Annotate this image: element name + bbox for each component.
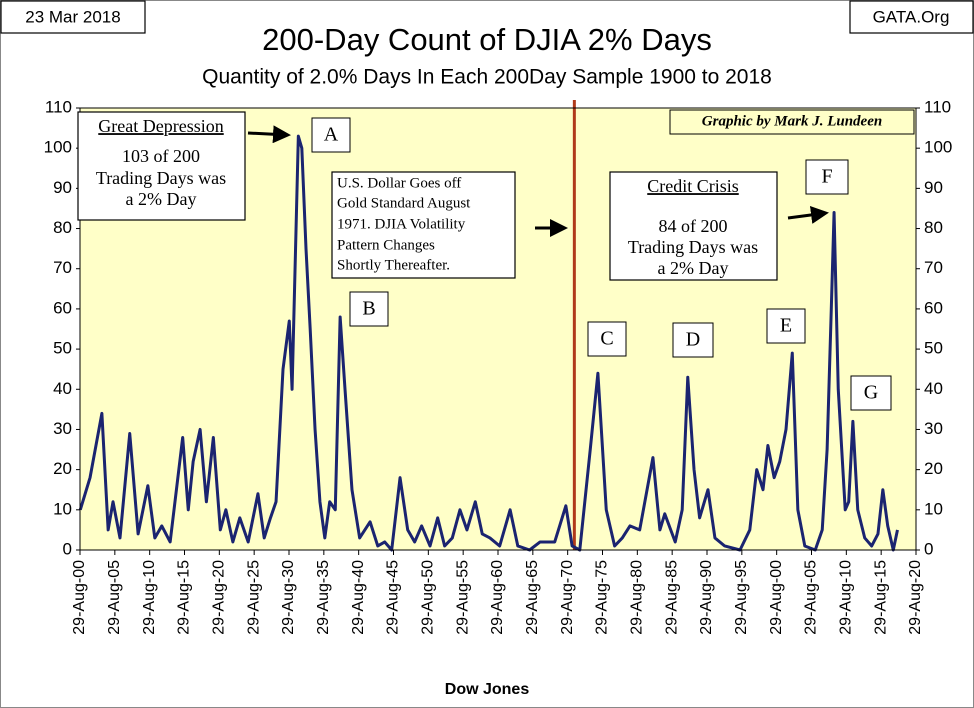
note-line: a 2% Day bbox=[126, 189, 197, 209]
x-tick-label: 29-Aug-90 bbox=[698, 560, 715, 635]
x-tick-label: 29-Aug-60 bbox=[489, 560, 506, 635]
y2-tick-label: 20 bbox=[924, 459, 943, 478]
y-tick-label: 70 bbox=[53, 258, 72, 277]
y-tick-label: 100 bbox=[44, 138, 72, 157]
x-tick-label: 29-Aug-75 bbox=[594, 560, 611, 635]
event-label: E bbox=[780, 315, 792, 337]
credit-box bbox=[669, 109, 915, 135]
x-tick-label: 29-Aug-70 bbox=[559, 560, 576, 635]
y2-tick-label: 30 bbox=[924, 419, 943, 438]
x-tick-label: 29-Aug-05 bbox=[106, 560, 123, 635]
note-heading: Credit Crisis bbox=[647, 176, 739, 196]
x-tick-label: 29-Aug-20 bbox=[907, 560, 924, 635]
y-tick-label: 110 bbox=[45, 97, 72, 116]
note-line: Gold Standard August bbox=[337, 195, 471, 211]
y-tick-label: 90 bbox=[53, 178, 72, 197]
y-tick-label: 10 bbox=[53, 499, 72, 518]
label-box bbox=[672, 322, 714, 358]
x-tick-label: 29-Aug-15 bbox=[176, 560, 193, 635]
event-label: A bbox=[324, 124, 339, 146]
plot-border bbox=[79, 107, 917, 551]
source-box bbox=[849, 0, 974, 34]
x-tick-label: 29-Aug-30 bbox=[280, 560, 297, 635]
note-line: Trading Days was bbox=[628, 237, 758, 257]
chart-subtitle: Quantity of 2.0% Days In Each 200Day Sam… bbox=[202, 66, 772, 89]
y2-tick-label: 0 bbox=[924, 539, 933, 558]
arrow bbox=[247, 125, 291, 144]
y-tick-label: 80 bbox=[53, 218, 72, 237]
source: GATA.Org bbox=[873, 7, 950, 26]
x-tick-label: 29-Aug-00 bbox=[768, 560, 785, 635]
event-label: F bbox=[821, 166, 832, 188]
event-label: C bbox=[600, 328, 613, 350]
note-line: Shortly Thereafter. bbox=[337, 257, 450, 273]
x-tick-label: 29-Aug-95 bbox=[733, 560, 750, 635]
note-heading: Great Depression bbox=[98, 116, 223, 136]
date-box bbox=[0, 0, 146, 34]
label-box bbox=[850, 375, 892, 411]
note-box bbox=[609, 171, 778, 281]
x-tick-label: 29-Aug-05 bbox=[803, 560, 820, 635]
label-box bbox=[587, 321, 627, 357]
y2-tick-label: 70 bbox=[924, 258, 943, 277]
chart-title: 200-Day Count of DJIA 2% Days bbox=[262, 22, 712, 57]
y2-tick-label: 50 bbox=[924, 339, 943, 358]
x-axis-title: Dow Jones bbox=[445, 681, 530, 698]
y2-tick-label: 80 bbox=[924, 218, 943, 237]
note-line: Trading Days was bbox=[96, 168, 226, 188]
event-label: D bbox=[686, 329, 700, 351]
y-tick-label: 30 bbox=[53, 419, 72, 438]
note-line: 1971. DJIA Volatility bbox=[337, 216, 466, 232]
x-tick-label: 29-Aug-85 bbox=[663, 560, 680, 635]
x-tick-label: 29-Aug-65 bbox=[524, 560, 541, 635]
x-tick-label: 29-Aug-00 bbox=[71, 560, 88, 635]
note-line: U.S. Dollar Goes off bbox=[337, 175, 461, 191]
x-tick-label: 29-Aug-55 bbox=[454, 560, 471, 635]
note-line: Pattern Changes bbox=[337, 237, 435, 253]
note-box bbox=[77, 111, 246, 221]
y-tick-label: 20 bbox=[53, 459, 72, 478]
y2-tick-label: 110 bbox=[924, 97, 951, 116]
data-line bbox=[78, 134, 899, 552]
x-tick-label: 29-Aug-40 bbox=[350, 560, 367, 635]
label-box bbox=[349, 291, 389, 327]
y-tick-label: 40 bbox=[53, 379, 72, 398]
x-tick-label: 29-Aug-25 bbox=[245, 560, 262, 635]
label-box bbox=[805, 159, 849, 195]
y2-tick-label: 60 bbox=[924, 298, 943, 317]
note-line: 103 of 200 bbox=[122, 146, 200, 166]
x-tick-label: 29-Aug-50 bbox=[420, 560, 437, 635]
y-tick-label: 0 bbox=[63, 539, 72, 558]
event-label: G bbox=[864, 382, 878, 404]
x-tick-label: 29-Aug-80 bbox=[629, 560, 646, 635]
x-tick-label: 29-Aug-35 bbox=[315, 560, 332, 635]
y2-tick-label: 40 bbox=[924, 379, 943, 398]
x-tick-label: 29-Aug-10 bbox=[838, 560, 855, 635]
y2-tick-label: 100 bbox=[924, 138, 952, 157]
note-line: a 2% Day bbox=[658, 258, 729, 278]
x-tick-label: 29-Aug-45 bbox=[385, 560, 402, 635]
x-tick-label: 29-Aug-10 bbox=[141, 560, 158, 635]
y2-tick-label: 90 bbox=[924, 178, 943, 197]
label-box bbox=[311, 117, 351, 153]
y-tick-label: 60 bbox=[53, 298, 72, 317]
event-label: B bbox=[362, 298, 375, 320]
y2-tick-label: 10 bbox=[924, 499, 943, 518]
credit: Graphic by Mark J. Lundeen bbox=[702, 113, 882, 129]
date: 23 Mar 2018 bbox=[25, 7, 120, 26]
label-box bbox=[766, 308, 806, 344]
arrow bbox=[787, 206, 829, 224]
x-tick-label: 29-Aug-15 bbox=[872, 560, 889, 635]
x-tick-label: 29-Aug-20 bbox=[211, 560, 228, 635]
note-line: 84 of 200 bbox=[659, 216, 728, 236]
note-box bbox=[331, 171, 516, 279]
y-tick-label: 50 bbox=[53, 339, 72, 358]
